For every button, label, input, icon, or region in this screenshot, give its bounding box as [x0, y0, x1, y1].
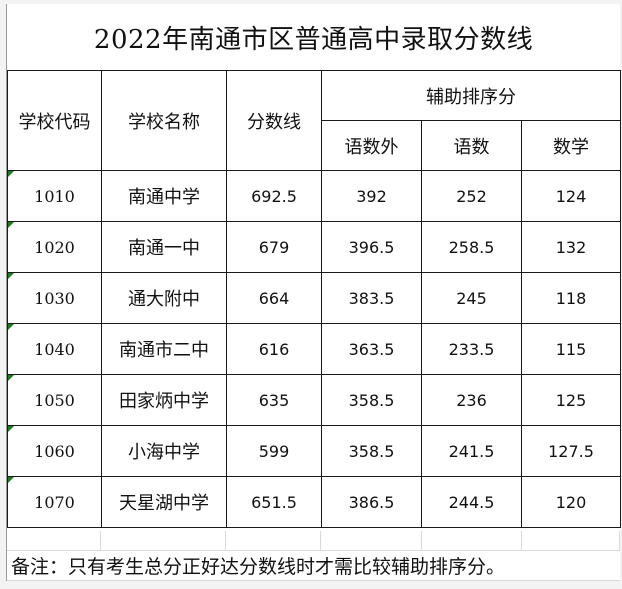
chinese-math-english-cell[interactable]: 386.5: [321, 476, 422, 528]
table-row: 1060 小海中学 599 358.5 241.5 127.5: [7, 425, 622, 477]
empty-cell[interactable]: [7, 531, 102, 551]
school-name-cell[interactable]: 田家炳中学: [101, 374, 227, 426]
school-name-cell[interactable]: 南通一中: [101, 221, 227, 273]
header-row: 学校代码 学校名称 分数线 辅助排序分: [7, 70, 622, 171]
cutoff-cell[interactable]: 664: [226, 272, 322, 324]
table-row: 1010 南通中学 692.5 392 252 124: [7, 170, 622, 222]
text-number-flag-icon: [8, 477, 14, 483]
math-cell[interactable]: 118: [520, 272, 622, 324]
school-code: 1040: [34, 339, 75, 359]
text-number-flag-icon: [8, 426, 14, 432]
school-code-cell[interactable]: 1070: [7, 476, 102, 528]
spreadsheet-sheet: 2022年南通市区普通高中录取分数线 学校代码 学校名称 分数线 辅助排序分 语…: [6, 4, 622, 581]
cutoff-cell[interactable]: 635: [226, 374, 322, 426]
chinese-math-english-cell[interactable]: 392: [321, 170, 422, 222]
chinese-math-english-cell[interactable]: 363.5: [321, 323, 422, 375]
table-row: 1030 通大附中 664 383.5 245 118: [7, 272, 622, 324]
empty-cell[interactable]: [101, 531, 227, 551]
header-aux-group[interactable]: 辅助排序分: [320, 70, 622, 121]
empty-cell[interactable]: [226, 531, 322, 551]
cutoff-cell[interactable]: 679: [226, 221, 322, 273]
school-code-cell[interactable]: 1020: [7, 221, 102, 273]
school-name-cell[interactable]: 南通市二中: [101, 323, 227, 375]
header-chinese-math[interactable]: 语数: [421, 120, 522, 171]
chinese-math-cell[interactable]: 244.5: [421, 476, 522, 528]
cutoff-cell[interactable]: 599: [226, 425, 322, 477]
text-number-flag-icon: [8, 171, 14, 177]
school-code-cell[interactable]: 1050: [7, 374, 102, 426]
table-row: 1040 南通市二中 616 363.5 233.5 115: [7, 323, 622, 375]
cutoff-cell[interactable]: 651.5: [226, 476, 322, 528]
cutoff-cell[interactable]: 616: [226, 323, 322, 375]
empty-cell[interactable]: [321, 531, 422, 551]
text-number-flag-icon: [8, 273, 14, 279]
school-code: 1070: [34, 492, 75, 512]
school-code: 1020: [34, 237, 75, 257]
school-code-cell[interactable]: 1030: [7, 272, 102, 324]
school-code: 1050: [34, 390, 75, 410]
math-cell[interactable]: 120: [520, 476, 622, 528]
math-cell[interactable]: 124: [520, 170, 622, 222]
chinese-math-english-cell[interactable]: 383.5: [321, 272, 422, 324]
header-school-code[interactable]: 学校代码: [7, 70, 102, 171]
math-cell[interactable]: 127.5: [520, 425, 622, 477]
header-school-name[interactable]: 学校名称: [101, 70, 227, 171]
school-code-cell[interactable]: 1060: [7, 425, 102, 477]
table-row: 1070 天星湖中学 651.5 386.5 244.5 120: [7, 476, 622, 528]
empty-cell[interactable]: [421, 531, 522, 551]
school-name-cell[interactable]: 通大附中: [101, 272, 227, 324]
cutoff-cell[interactable]: 692.5: [226, 170, 322, 222]
math-cell[interactable]: 115: [520, 323, 622, 375]
chinese-math-cell[interactable]: 258.5: [421, 221, 522, 273]
header-chinese-math-english[interactable]: 语数外: [321, 120, 422, 171]
text-number-flag-icon: [8, 324, 14, 330]
school-name-cell[interactable]: 小海中学: [101, 425, 227, 477]
sub-header-row: 语数外 语数 数学: [8, 120, 622, 171]
school-code-cell[interactable]: 1040: [7, 323, 102, 375]
chinese-math-cell[interactable]: 241.5: [421, 425, 522, 477]
header-cutoff[interactable]: 分数线: [226, 70, 322, 171]
footnote[interactable]: 备注：只有考生总分正好达分数线时才需比较辅助排序分。: [7, 551, 620, 581]
math-cell[interactable]: 132: [520, 221, 622, 273]
table-row: 1020 南通一中 679 396.5 258.5 132: [7, 221, 622, 273]
header-math[interactable]: 数学: [520, 120, 622, 171]
page-title[interactable]: 2022年南通市区普通高中录取分数线: [93, 24, 534, 55]
empty-cell[interactable]: [521, 531, 621, 551]
school-code: 1060: [34, 441, 75, 461]
chinese-math-cell[interactable]: 233.5: [421, 323, 522, 375]
school-code: 1030: [34, 288, 75, 308]
chinese-math-cell[interactable]: 252: [421, 170, 522, 222]
school-name-cell[interactable]: 天星湖中学: [101, 476, 227, 528]
table-row: 1050 田家炳中学 635 358.5 236 125: [7, 374, 622, 426]
chinese-math-english-cell[interactable]: 358.5: [321, 425, 422, 477]
chinese-math-english-cell[interactable]: 396.5: [321, 221, 422, 273]
chinese-math-cell[interactable]: 236: [421, 374, 522, 426]
score-table: 学校代码 学校名称 分数线 辅助排序分 语数外 语数 数学 1010 南通中学 …: [7, 70, 622, 528]
empty-row: [7, 531, 621, 551]
text-number-flag-icon: [8, 222, 14, 228]
school-code: 1010: [34, 186, 75, 206]
chinese-math-english-cell[interactable]: 358.5: [321, 374, 422, 426]
school-code-cell[interactable]: 1010: [7, 170, 102, 222]
math-cell[interactable]: 125: [520, 374, 622, 426]
school-name-cell[interactable]: 南通中学: [101, 170, 227, 222]
text-number-flag-icon: [8, 375, 14, 381]
chinese-math-cell[interactable]: 245: [421, 272, 522, 324]
